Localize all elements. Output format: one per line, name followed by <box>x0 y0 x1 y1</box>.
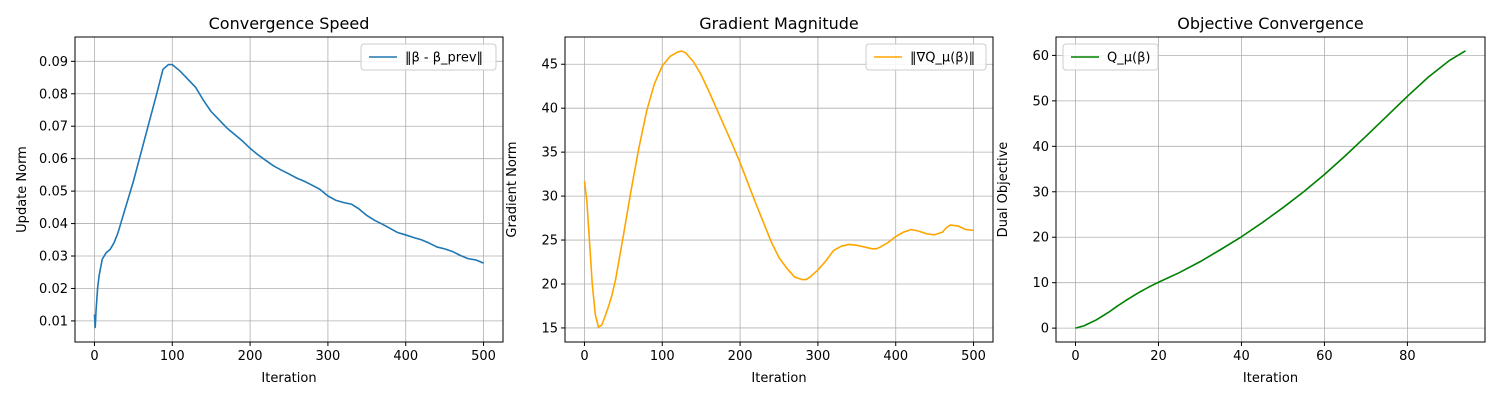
y-tick-label: 0.04 <box>39 217 68 232</box>
y-tick-label: 0.08 <box>39 87 68 102</box>
x-tick-label: 100 <box>160 349 185 364</box>
chart-title: Objective Convergence <box>1177 14 1363 33</box>
legend-label: ‖β - β_prev‖ <box>405 51 483 66</box>
x-tick-label: 100 <box>650 349 675 364</box>
y-tick-label: 30 <box>1032 185 1049 200</box>
y-tick-label: 25 <box>541 234 558 249</box>
x-tick-label: 40 <box>1233 349 1250 364</box>
legend-box <box>1062 43 1159 71</box>
x-tick-label: 20 <box>1150 349 1167 364</box>
series-line-1 <box>583 50 974 328</box>
x-tick-label: 0 <box>1071 349 1079 364</box>
series-line-1 <box>1075 50 1466 329</box>
x-tick-label: 300 <box>315 349 340 364</box>
y-tick-label: 0.02 <box>39 282 68 297</box>
y-tick-label: 0.09 <box>39 55 68 70</box>
x-tick-label: 300 <box>805 349 830 364</box>
x-axis-label: Iteration <box>751 371 806 386</box>
x-tick-label: 0 <box>580 349 588 364</box>
chart-title: Convergence Speed <box>209 14 370 33</box>
y-tick-label: 0.01 <box>39 314 68 329</box>
chart-title: Gradient Magnitude <box>699 14 859 33</box>
y-tick-label: 50 <box>1032 94 1049 109</box>
legend: ‖β - β_prev‖ <box>360 43 497 71</box>
x-tick-label: 200 <box>728 349 753 364</box>
y-tick-label: 0 <box>1041 322 1049 337</box>
y-tick-label: 20 <box>1032 231 1049 246</box>
y-axis-label: Update Norm <box>15 146 30 233</box>
x-tick-label: 400 <box>393 349 418 364</box>
x-axis-label: Iteration <box>261 371 316 386</box>
legend-label: ‖∇Q_μ(β)‖ <box>910 51 975 66</box>
axes-frame <box>74 36 504 343</box>
y-tick-label: 40 <box>541 102 558 117</box>
legend: Q_μ(β) <box>1062 43 1159 71</box>
y-tick-label: 30 <box>541 190 558 205</box>
legend: ‖∇Q_μ(β)‖ <box>865 43 987 71</box>
y-tick-label: 20 <box>541 277 558 292</box>
axes-frame <box>564 36 994 343</box>
y-axis-label: Dual Objective <box>996 142 1011 238</box>
axes-frame <box>1055 36 1486 343</box>
y-tick-label: 15 <box>541 321 558 336</box>
chart-panel-3: 0 20 40 60 80 0 10 20 30 40 50 60 Objective Converge… <box>996 14 1486 386</box>
legend-box <box>865 43 987 71</box>
y-tick-label: 45 <box>541 58 558 73</box>
y-tick-label: 35 <box>541 146 558 161</box>
y-tick-label: 0.03 <box>39 250 68 265</box>
x-tick-label: 80 <box>1399 349 1416 364</box>
x-tick-label: 500 <box>961 349 986 364</box>
y-tick-label: 0.07 <box>39 120 68 135</box>
legend-box <box>360 43 497 71</box>
y-tick-label: 40 <box>1032 140 1049 155</box>
x-tick-label: 500 <box>471 349 496 364</box>
y-tick-label: 0.06 <box>39 152 68 167</box>
chart-panel-1: 0 100 200 300 400 500 0.01 0.02 0.03 0.04 0.05 0.06… <box>15 14 504 386</box>
series-line-1 <box>93 63 484 329</box>
y-tick-label: 60 <box>1032 49 1049 64</box>
y-tick-label: 10 <box>1032 276 1049 291</box>
chart-panel-2: 0 100 200 300 400 500 15 20 25 30 35 40 45 Gradient M… <box>505 14 994 386</box>
x-tick-label: 0 <box>90 349 98 364</box>
x-axis-label: Iteration <box>1243 371 1298 386</box>
y-tick-label: 0.05 <box>39 185 68 200</box>
y-axis-label: Gradient Norm <box>505 141 520 237</box>
legend-label: Q_μ(β) <box>1107 51 1150 66</box>
x-tick-label: 200 <box>238 349 263 364</box>
x-tick-label: 400 <box>883 349 908 364</box>
x-tick-label: 60 <box>1316 349 1333 364</box>
